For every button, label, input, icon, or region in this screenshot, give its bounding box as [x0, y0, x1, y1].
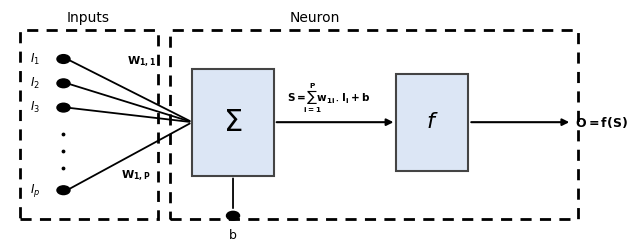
- FancyBboxPatch shape: [396, 74, 468, 171]
- Text: $I_2$: $I_2$: [30, 76, 40, 91]
- Text: Inputs: Inputs: [67, 11, 110, 25]
- FancyBboxPatch shape: [20, 30, 157, 219]
- Text: $I_3$: $I_3$: [30, 100, 40, 115]
- Text: $\mathbf{O = f(S)}$: $\mathbf{O = f(S)}$: [575, 115, 628, 130]
- Ellipse shape: [57, 186, 70, 195]
- Text: Neuron: Neuron: [289, 11, 340, 25]
- FancyBboxPatch shape: [192, 69, 274, 176]
- Text: $\mathbf{W_{1,P}}$: $\mathbf{W_{1,P}}$: [121, 169, 150, 183]
- Ellipse shape: [57, 103, 70, 112]
- Text: $\mathbf{S{=}\!\!\sum_{i=1}^{P}\!\!w_{1i\cdot}\,I_i+b}$: $\mathbf{S{=}\!\!\sum_{i=1}^{P}\!\!w_{1i…: [287, 82, 371, 115]
- Ellipse shape: [57, 79, 70, 88]
- Text: b: b: [229, 229, 237, 242]
- Text: $I_p$: $I_p$: [30, 182, 40, 199]
- Ellipse shape: [227, 211, 239, 220]
- Ellipse shape: [57, 55, 70, 63]
- Text: $\Sigma$: $\Sigma$: [223, 108, 243, 137]
- Text: $\it{f}$: $\it{f}$: [426, 112, 438, 132]
- FancyBboxPatch shape: [170, 30, 579, 219]
- Text: $\mathbf{W_{1,1}}$: $\mathbf{W_{1,1}}$: [127, 54, 157, 69]
- Text: $I_1$: $I_1$: [30, 51, 40, 67]
